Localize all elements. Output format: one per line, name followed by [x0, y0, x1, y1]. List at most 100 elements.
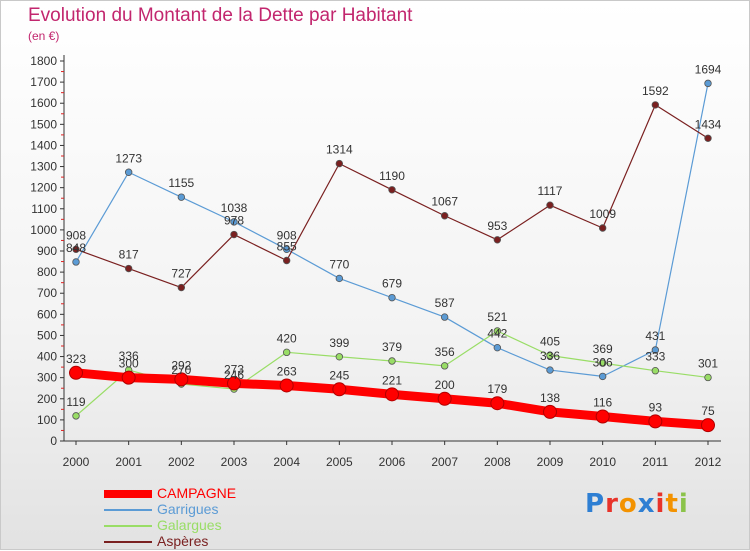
data-point: [174, 372, 189, 387]
data-label: 301: [698, 356, 718, 370]
data-label: 179: [487, 382, 507, 396]
y-tick-label: 1000: [30, 223, 57, 237]
chart-title: Evolution du Montant de la Dette par Hab…: [28, 5, 413, 26]
data-label: 679: [382, 277, 402, 291]
x-tick-label: 2012: [695, 455, 722, 469]
data-point: [490, 396, 505, 411]
data-point: [121, 370, 136, 385]
x-tick-label: 2010: [589, 455, 616, 469]
data-point: [598, 372, 607, 381]
data-point: [598, 359, 607, 367]
data-label: 431: [645, 329, 665, 343]
data-point: [282, 256, 291, 265]
data-point: [69, 365, 83, 380]
data-label: 138: [540, 391, 560, 405]
y-tick-label: 200: [37, 392, 57, 406]
data-point: [704, 373, 712, 382]
data-point: [701, 418, 715, 433]
logo-letter: t: [665, 489, 679, 519]
data-point: [124, 168, 133, 176]
data-label: 442: [487, 327, 507, 341]
data-label: 369: [593, 342, 613, 356]
data-label: 93: [649, 400, 663, 414]
data-point: [279, 378, 294, 393]
legend-label: Garrigues: [157, 501, 219, 517]
data-label: 420: [277, 331, 297, 345]
data-label: 1314: [326, 143, 353, 157]
data-point: [332, 382, 347, 397]
data-point: [546, 201, 554, 209]
data-point: [651, 367, 660, 375]
x-tick-label: 2011: [642, 455, 668, 469]
series-line-garrigues: [75, 82, 709, 377]
data-point: [704, 79, 712, 88]
data-point: [595, 409, 610, 424]
logo-letter: r: [605, 489, 619, 519]
y-tick-label: 700: [37, 286, 57, 300]
data-point: [440, 362, 449, 370]
data-point: [72, 245, 80, 254]
data-label: 221: [382, 373, 402, 387]
data-point: [282, 348, 291, 357]
data-point: [335, 274, 344, 283]
data-point: [72, 258, 80, 266]
logo-letter: i: [678, 489, 689, 519]
data-label: 306: [593, 355, 613, 369]
x-tick-label: 2000: [63, 455, 90, 469]
data-point: [440, 313, 449, 321]
y-tick-label: 800: [37, 265, 57, 279]
data-point: [388, 293, 396, 302]
y-tick-label: 1300: [30, 160, 57, 174]
data-label: 1155: [168, 176, 194, 190]
legend-label: CAMPAGNE: [157, 485, 237, 501]
data-label: 405: [540, 335, 560, 349]
data-label: 1434: [695, 117, 722, 131]
data-label: 246: [224, 368, 244, 382]
data-label: 587: [435, 296, 455, 310]
x-tick-label: 2007: [431, 455, 458, 469]
data-point: [704, 134, 712, 142]
y-tick-label: 100: [37, 413, 57, 427]
y-tick-label: 1100: [31, 202, 57, 216]
x-tick-label: 2005: [326, 455, 353, 469]
data-label: 300: [119, 357, 139, 371]
data-point: [124, 264, 133, 273]
data-label: 379: [382, 340, 402, 354]
x-tick-label: 2009: [537, 455, 564, 469]
logo-letter: x: [637, 489, 656, 519]
data-point: [648, 414, 663, 429]
data-label: 1038: [221, 201, 248, 215]
data-label: 336: [540, 349, 560, 363]
data-label: 908: [277, 228, 297, 242]
data-label: 1117: [538, 184, 563, 198]
data-label: 356: [435, 345, 455, 359]
y-tick-label: 1500: [30, 117, 57, 131]
data-label: 848: [66, 241, 86, 255]
y-tick-label: 1200: [30, 181, 57, 195]
data-label: 770: [329, 257, 349, 271]
x-tick-label: 2006: [379, 455, 406, 469]
chart-subtitle: (en €): [28, 29, 60, 43]
data-label: 200: [435, 378, 455, 392]
logo-letter: o: [618, 489, 638, 519]
logo-letter: i: [655, 489, 666, 519]
data-point: [72, 412, 80, 420]
legend-label: Aspères: [157, 533, 209, 549]
data-point: [388, 186, 396, 194]
data-point: [385, 387, 399, 402]
x-tick-label: 2002: [168, 455, 195, 469]
y-tick-label: 1700: [30, 75, 57, 89]
y-tick-label: 400: [37, 350, 57, 364]
y-tick-label: 1600: [30, 96, 57, 110]
data-point: [335, 353, 344, 361]
y-tick-label: 1400: [30, 138, 57, 152]
data-label: 270: [171, 363, 191, 377]
data-point: [177, 283, 186, 292]
data-point: [493, 343, 502, 352]
data-label: 245: [329, 368, 349, 382]
data-label: 727: [171, 267, 191, 281]
y-tick-label: 900: [37, 244, 57, 258]
data-label: 978: [224, 214, 244, 228]
y-tick-label: 0: [50, 434, 57, 448]
